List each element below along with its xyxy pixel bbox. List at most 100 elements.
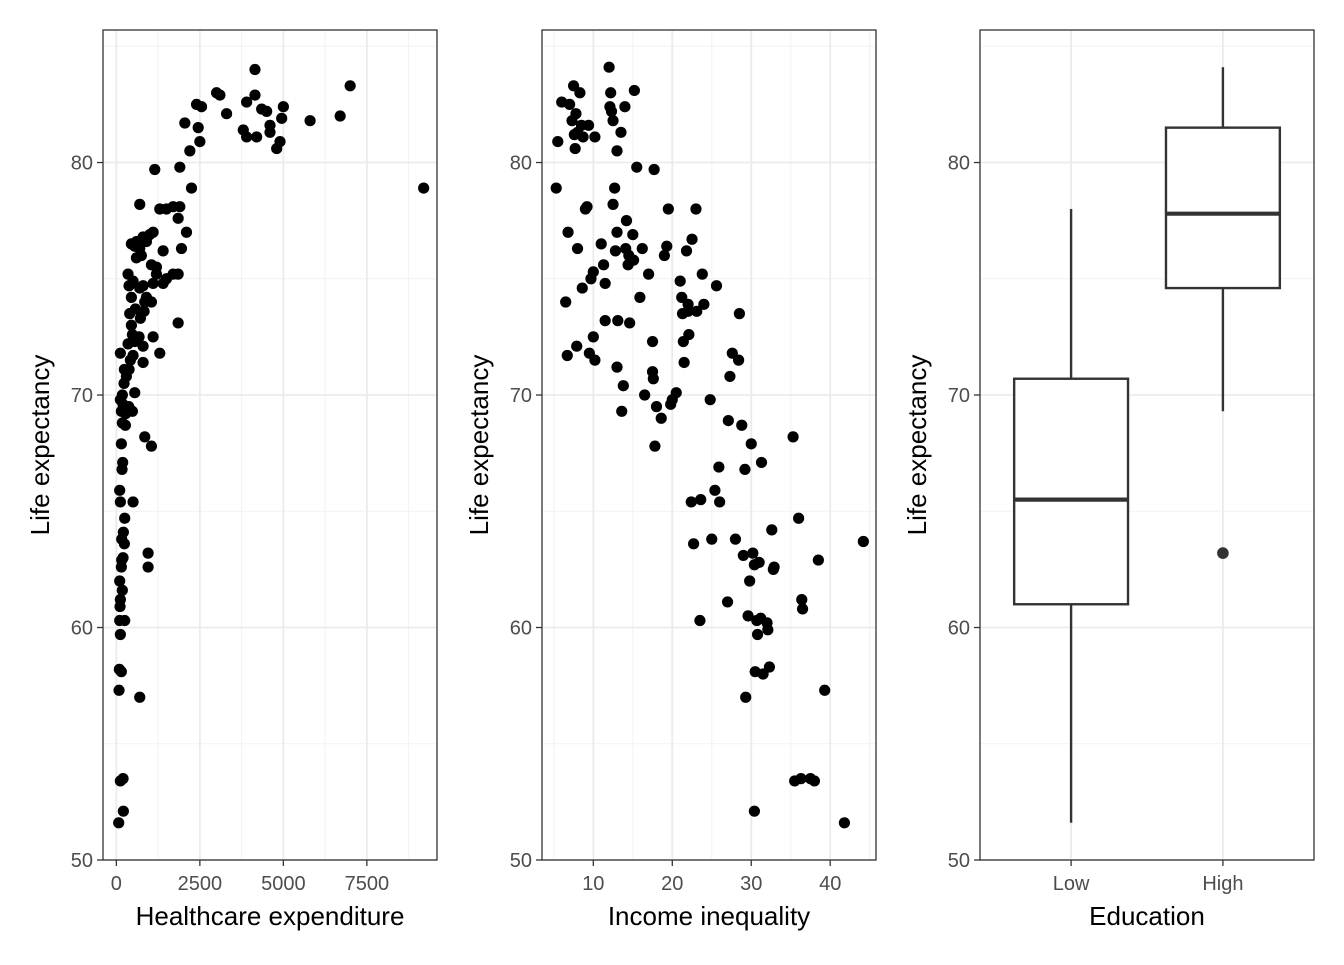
healthcare-data-point [220,108,233,120]
inequality-x-tick-label: 10 [582,873,604,895]
inequality-data-point [670,387,682,399]
inequality-data-point [619,101,631,113]
inequality-data-point [733,308,745,320]
education-ticks: 50 60 70 80 Low High [948,153,1244,895]
inequality-y-axis-title: Life expectancy [464,355,494,536]
inequality-data-point [690,203,702,215]
inequality-x-tick-label: 30 [740,873,762,895]
inequality-data-point [737,549,749,562]
healthcare-data-point [137,280,149,292]
healthcare-data-point [129,387,141,399]
inequality-data-point [698,298,710,310]
inequality-data-point [631,161,643,173]
inequality-data-point [616,405,628,417]
inequality-data-point [607,115,619,127]
inequality-ticks: 50 60 70 80 10 20 30 40 [510,153,842,895]
inequality-data-point [696,268,708,280]
inequality-data-point [768,561,780,573]
inequality-data-point [742,610,754,622]
healthcare-data-point [116,389,128,401]
inequality-data-point [620,215,633,227]
inequality-data-point [627,228,639,241]
inequality-data-point [628,84,640,97]
healthcare-data-point [113,684,125,696]
inequality-data-point [564,98,576,110]
healthcare-data-point [114,628,126,641]
inequality-data-point [688,538,700,550]
healthcare-data-point [123,363,135,376]
inequality-data-point [634,291,646,303]
healthcare-data-point [137,340,149,352]
inequality-data-point [561,349,573,362]
healthcare-data-point [127,349,139,362]
healthcare-data-point [145,259,158,271]
healthcare-data-point [418,182,430,194]
healthcare-data-point [114,484,126,496]
inequality-data-point [624,317,636,329]
education-boxes [1012,67,1282,823]
healthcare-y-axis-title: Life expectancy [25,355,55,536]
education-y-tick-label: 70 [948,385,970,407]
inequality-data-point [599,277,611,290]
inequality-data-point [603,61,615,73]
inequality-y-tick-label: 70 [510,385,532,407]
healthcare-data-point [117,773,129,785]
inequality-data-point [662,203,674,215]
inequality-data-point [648,163,660,176]
healthcare-data-point [179,117,191,129]
inequality-data-point [642,268,655,280]
healthcare-data-point [172,317,184,329]
inequality-data-point [658,249,670,262]
inequality-data-point [597,259,610,271]
inequality-data-point [562,226,574,238]
inequality-data-point [599,315,611,327]
healthcare-data-point [147,331,159,343]
healthcare-data-point [334,110,346,122]
healthcare-data-point [194,135,206,148]
inequality-data-point [766,524,778,536]
inequality-data-point [576,282,588,294]
inequality-data-point [762,624,774,636]
inequality-data-point [674,275,686,287]
healthcare-data-point [129,303,141,315]
healthcare-data-point [113,817,125,829]
healthcare-data-point [277,101,289,113]
healthcare-data-point [119,512,131,524]
education-x-tick-label: High [1202,873,1243,895]
inequality-data-point [617,380,629,392]
education-high-outlier [1217,547,1229,559]
education-x-tick-label: Low [1053,873,1090,895]
inequality-data-point [609,245,622,257]
healthcare-data-point [114,496,126,508]
inequality-data-point [695,494,707,506]
education-x-axis-title: Education [1089,901,1205,931]
healthcare-data-point [134,198,146,210]
education-boxplot-panel: 50 60 70 80 Low High Education Life expectanc… [902,29,1315,931]
healthcare-data-point [123,280,135,292]
inequality-data-point [795,773,807,785]
inequality-data-point [755,456,768,469]
healthcare-x-axis-title: Healthcare expenditure [136,901,405,931]
inequality-data-point [682,305,694,317]
inequality-data-point [747,547,759,559]
inequality-panel-border [541,29,877,861]
healthcare-data-point [114,575,126,587]
inequality-data-point [655,412,667,424]
healthcare-x-tick-label: 7500 [345,873,390,895]
inequality-data-point [595,238,607,250]
inequality-y-tick-label: 60 [510,618,532,640]
healthcare-ticks: 50 60 70 80 0 2500 5000 7500 [71,153,389,895]
inequality-data-point [649,440,661,452]
healthcare-data-point [147,277,159,290]
healthcare-data-point [261,105,273,117]
inequality-data-point [740,691,752,703]
healthcare-data-point [184,145,196,157]
healthcare-data-point [125,291,137,303]
inequality-data-point [611,145,623,157]
inequality-data-point [560,296,572,308]
inequality-data-point [751,628,764,641]
healthcare-data-point [344,80,356,92]
healthcare-data-point [149,163,161,176]
inequality-data-point [753,556,765,569]
healthcare-data-point [115,666,127,678]
